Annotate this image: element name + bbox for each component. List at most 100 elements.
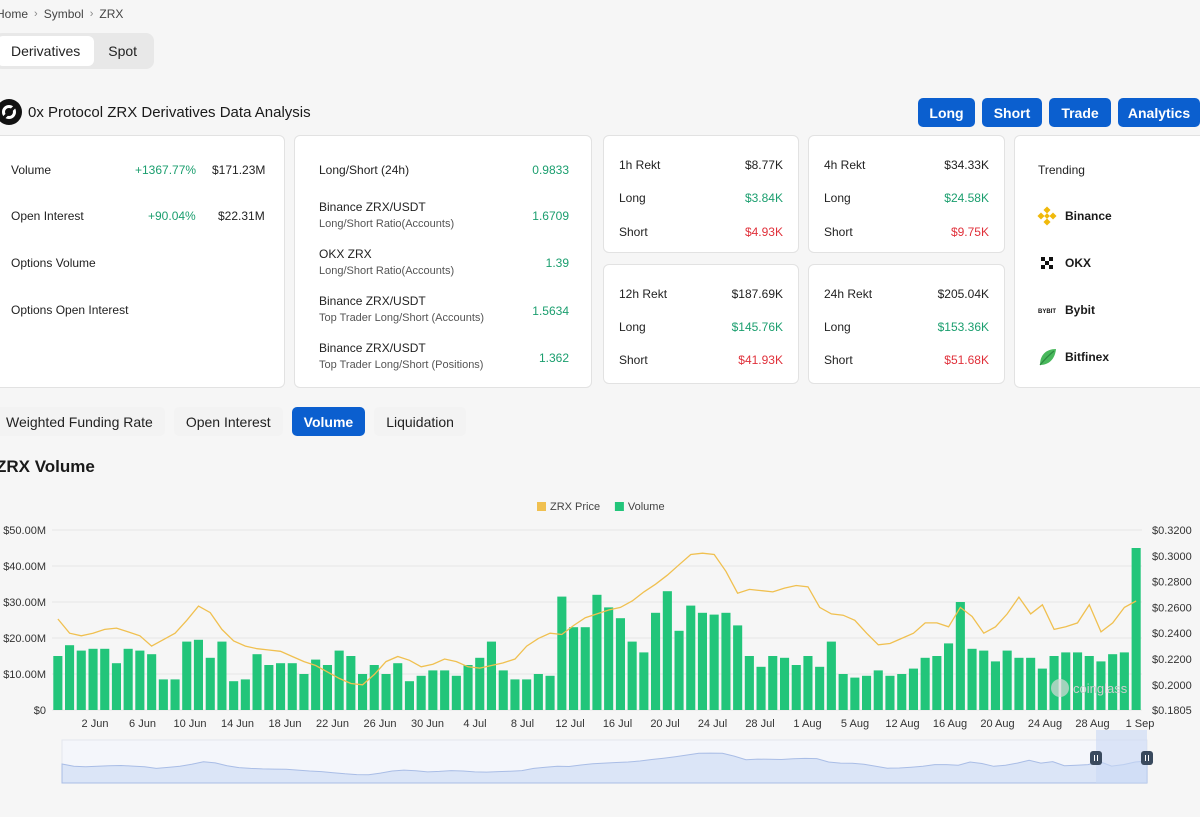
volume-bar[interactable]	[147, 654, 157, 710]
volume-bar[interactable]	[486, 641, 496, 710]
volume-bar[interactable]	[276, 663, 286, 710]
volume-bar[interactable]	[1108, 654, 1118, 710]
volume-bar[interactable]	[897, 674, 907, 710]
breadcrumb-symbol[interactable]: Symbol	[43, 7, 84, 21]
zoom-handle[interactable]	[1090, 751, 1102, 765]
trending-item-bitfinex[interactable]: Bitfinex	[1037, 347, 1109, 367]
volume-bar[interactable]	[580, 627, 590, 710]
volume-bar[interactable]	[322, 665, 332, 710]
volume-bar[interactable]	[1096, 661, 1106, 710]
volume-bar[interactable]	[381, 674, 391, 710]
zoom-selection[interactable]	[1096, 730, 1147, 783]
volume-bar[interactable]	[65, 645, 75, 710]
tab-open-interest[interactable]: Open Interest	[173, 407, 283, 436]
volume-bar[interactable]	[744, 656, 754, 710]
volume-bar[interactable]	[1073, 652, 1083, 710]
volume-bar[interactable]	[1026, 657, 1036, 710]
volume-bar[interactable]	[182, 641, 192, 710]
volume-bar[interactable]	[299, 674, 309, 710]
volume-bar[interactable]	[533, 674, 543, 710]
volume-bar[interactable]	[229, 681, 239, 710]
volume-bar[interactable]	[873, 670, 883, 710]
volume-bar[interactable]	[1014, 657, 1024, 710]
volume-bar[interactable]	[287, 663, 297, 710]
volume-bar[interactable]	[1084, 656, 1094, 710]
volume-bar[interactable]	[627, 641, 637, 710]
volume-bar[interactable]	[780, 657, 790, 710]
volume-bar[interactable]	[920, 657, 930, 710]
volume-bar[interactable]	[369, 665, 379, 710]
volume-bar[interactable]	[217, 641, 227, 710]
volume-bar[interactable]	[756, 666, 766, 710]
volume-bar[interactable]	[944, 643, 954, 710]
volume-bar[interactable]	[826, 641, 836, 710]
volume-bar[interactable]	[545, 675, 555, 710]
volume-bar[interactable]	[205, 657, 215, 710]
volume-bar[interactable]	[639, 652, 649, 710]
trending-item-okx[interactable]: OKX	[1037, 253, 1091, 273]
volume-bar[interactable]	[123, 648, 133, 710]
volume-bar[interactable]	[475, 657, 485, 710]
volume-bar[interactable]	[569, 627, 579, 710]
analytics-button[interactable]: Analytics	[1118, 98, 1200, 127]
volume-bar[interactable]	[862, 675, 872, 710]
volume-bar[interactable]	[1037, 668, 1047, 710]
volume-bar[interactable]	[334, 650, 344, 710]
volume-bar[interactable]	[686, 605, 696, 710]
volume-bar[interactable]	[76, 650, 86, 710]
volume-bar[interactable]	[240, 679, 250, 710]
volume-bar[interactable]	[440, 670, 450, 710]
tab-weighted-funding-rate[interactable]: Weighted Funding Rate	[0, 407, 165, 436]
volume-bar[interactable]	[416, 675, 426, 710]
volume-bar[interactable]	[557, 596, 567, 710]
volume-bar[interactable]	[721, 612, 731, 710]
volume-bar[interactable]	[803, 656, 813, 710]
trade-button[interactable]: Trade	[1049, 98, 1111, 127]
volume-bar[interactable]	[979, 650, 989, 710]
volume-bar[interactable]	[674, 630, 684, 710]
volume-bar[interactable]	[885, 675, 895, 710]
long-button[interactable]: Long	[918, 98, 975, 127]
short-button[interactable]: Short	[982, 98, 1042, 127]
volume-bar[interactable]	[88, 648, 98, 710]
volume-bar[interactable]	[158, 679, 168, 710]
volume-bar[interactable]	[135, 650, 145, 710]
volume-bar[interactable]	[709, 614, 719, 710]
zoom-slider[interactable]	[61, 730, 1153, 784]
tab-liquidation[interactable]: Liquidation	[374, 407, 466, 436]
volume-bar[interactable]	[510, 679, 520, 710]
trending-item-bybit[interactable]: BYBIT Bybit	[1037, 300, 1095, 320]
volume-bar[interactable]	[604, 607, 614, 710]
volume-bar[interactable]	[932, 656, 942, 710]
volume-bar[interactable]	[404, 681, 414, 710]
volume-bar[interactable]	[733, 625, 743, 710]
volume-bar[interactable]	[1131, 548, 1141, 710]
volume-bar[interactable]	[264, 665, 274, 710]
volume-bar[interactable]	[615, 618, 625, 710]
trending-item-binance[interactable]: Binance	[1037, 206, 1112, 226]
volume-bar[interactable]	[850, 677, 860, 710]
volume-bar[interactable]	[838, 674, 848, 710]
volume-bar[interactable]	[592, 594, 602, 710]
volume-bar[interactable]	[697, 612, 707, 710]
volume-bar[interactable]	[768, 656, 778, 710]
legend-label[interactable]: ZRX Price	[550, 501, 600, 513]
volume-bar[interactable]	[651, 612, 661, 710]
legend-label[interactable]: Volume	[628, 501, 665, 513]
breadcrumb-home[interactable]: Home	[0, 7, 29, 21]
volume-bar[interactable]	[955, 602, 965, 710]
volume-bar[interactable]	[967, 648, 977, 710]
volume-bar[interactable]	[815, 666, 825, 710]
volume-bar[interactable]	[100, 648, 110, 710]
volume-bar[interactable]	[252, 654, 262, 710]
tab-spot[interactable]: Spot	[108, 43, 138, 59]
volume-bar[interactable]	[463, 665, 473, 710]
tab-derivatives[interactable]: Derivatives	[0, 36, 95, 66]
volume-bar[interactable]	[1002, 650, 1012, 710]
volume-bar[interactable]	[908, 668, 918, 710]
volume-bar[interactable]	[522, 679, 532, 710]
price-series-line[interactable]	[57, 552, 1137, 686]
volume-bar[interactable]	[990, 661, 1000, 710]
volume-bar[interactable]	[428, 670, 438, 710]
volume-bar[interactable]	[451, 675, 461, 710]
